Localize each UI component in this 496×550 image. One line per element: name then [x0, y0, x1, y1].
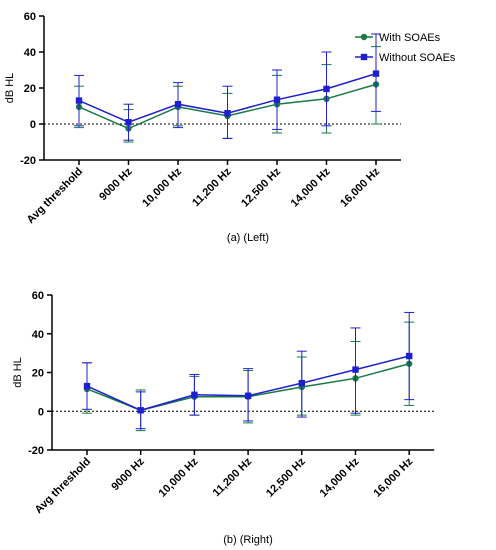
x-tick-label: 9000 Hz — [97, 165, 135, 203]
x-tick-label: 14,000 Hz — [289, 165, 333, 209]
data-point-without — [83, 382, 91, 390]
y-tick-label: 60 — [32, 290, 44, 302]
y-tick-label: 20 — [24, 83, 36, 95]
panel-caption: (b) (Right) — [223, 534, 273, 546]
x-tick-label: 11,200 Hz — [190, 165, 234, 209]
data-point-without — [372, 70, 380, 77]
data-point-without — [224, 110, 231, 117]
data-point-without — [244, 392, 252, 399]
data-point-without — [191, 391, 198, 398]
x-tick-label: 16,000 Hz — [371, 455, 415, 499]
x-tick-label: Avg threshold — [25, 166, 85, 226]
x-tick-label: 12,500 Hz — [239, 165, 283, 209]
x-tick-label: 9000 Hz — [109, 455, 147, 493]
data-point-without — [323, 85, 330, 93]
data-point-without — [137, 407, 144, 414]
y-tick-label: 40 — [24, 47, 36, 59]
y-tick-label: -20 — [20, 155, 36, 167]
y-tick-label: 0 — [30, 119, 36, 131]
data-point-without — [298, 379, 305, 387]
y-axis-label: dB HL — [4, 73, 16, 104]
data-point-without — [352, 366, 359, 373]
x-tick-label: 14,000 Hz — [318, 455, 362, 499]
y-tick-label: 0 — [38, 406, 44, 418]
data-point-without — [125, 119, 132, 126]
legend-label-with: With SOAEs — [379, 32, 441, 44]
y-tick-label: 20 — [32, 368, 44, 380]
y-tick-label: -20 — [28, 445, 44, 457]
x-tick-label: 11,200 Hz — [211, 455, 255, 499]
legend-label-without: Without SOAEs — [379, 52, 456, 64]
x-tick-label: 16,000 Hz — [338, 165, 382, 209]
data-point-without — [174, 101, 182, 108]
data-point-without — [75, 97, 83, 104]
legend-marker-with — [360, 33, 368, 41]
panel-caption: (a) (Left) — [227, 232, 269, 244]
x-tick-label: 10,000 Hz — [140, 165, 184, 209]
y-tick-label: 40 — [32, 329, 44, 341]
y-tick-label: 60 — [24, 11, 36, 23]
y-axis-label: dB HL — [12, 357, 24, 388]
data-point-without — [273, 96, 281, 103]
data-point-without — [406, 352, 413, 360]
legend-marker-without — [360, 53, 368, 61]
x-tick-label: 12,500 Hz — [264, 455, 308, 499]
x-tick-label: Avg threshold — [33, 456, 93, 516]
x-tick-label: 10,000 Hz — [157, 455, 201, 499]
